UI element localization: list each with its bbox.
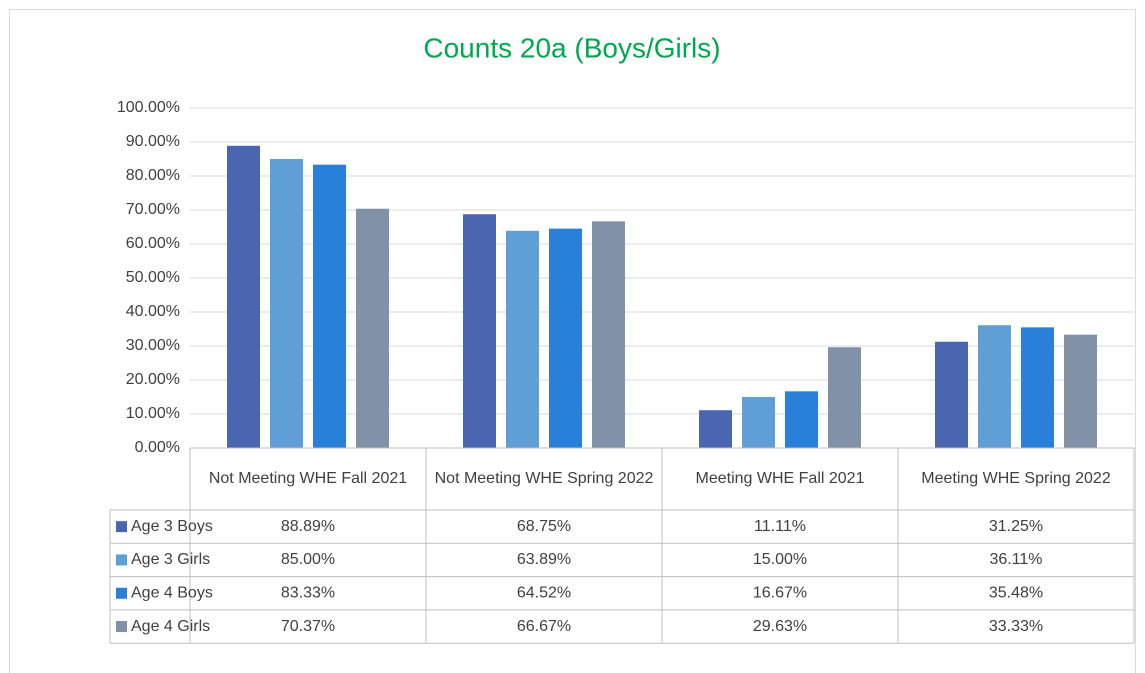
bar bbox=[549, 228, 582, 448]
y-tick-label: 10.00% bbox=[126, 405, 180, 422]
bar bbox=[592, 221, 625, 448]
bar bbox=[828, 347, 861, 448]
bar bbox=[978, 325, 1011, 448]
legend-swatch bbox=[116, 621, 127, 633]
legend-label: Age 3 Girls bbox=[131, 551, 210, 568]
bar bbox=[313, 164, 346, 449]
data-label: 66.67% bbox=[517, 618, 571, 635]
x-tick-label: Meeting WHE Spring 2022 bbox=[921, 470, 1111, 487]
data-label: 31.25% bbox=[989, 518, 1043, 535]
legend-label: Age 4 Boys bbox=[131, 584, 213, 601]
data-label: 85.00% bbox=[281, 551, 335, 568]
data-label: 11.11% bbox=[754, 518, 806, 535]
x-tick-label: Not Meeting WHE Fall 2021 bbox=[208, 470, 408, 487]
x-tick-label: Not Meeting WHE Spring 2022 bbox=[434, 470, 654, 487]
legend-swatch bbox=[116, 587, 127, 599]
data-label: 36.11% bbox=[989, 551, 1042, 568]
data-label: 29.63% bbox=[753, 618, 807, 635]
legend-label: Age 4 Girls bbox=[131, 618, 210, 635]
bar bbox=[1064, 334, 1097, 448]
y-tick-label: 30.00% bbox=[126, 337, 180, 354]
data-label: 68.75% bbox=[517, 518, 571, 535]
bar bbox=[227, 145, 260, 449]
y-tick-label: 0.00% bbox=[135, 439, 180, 456]
category-cell: Not Meeting WHE Fall 2021 bbox=[208, 470, 408, 487]
data-label: 35.48% bbox=[989, 584, 1043, 601]
legend-label: Age 3 Boys bbox=[131, 518, 213, 535]
y-tick-label: 60.00% bbox=[126, 235, 180, 252]
y-tick-label: 100.00% bbox=[117, 99, 180, 116]
data-label: 15.00% bbox=[753, 551, 807, 568]
bar bbox=[785, 391, 818, 448]
bar bbox=[463, 214, 496, 448]
data-label: 16.67% bbox=[753, 584, 807, 601]
bar bbox=[506, 230, 539, 448]
data-label: 33.33% bbox=[989, 618, 1043, 635]
data-label: 64.52% bbox=[517, 584, 571, 601]
category-cell: Meeting WHE Spring 2022 bbox=[921, 470, 1111, 487]
y-tick-label: 40.00% bbox=[126, 303, 180, 320]
bar bbox=[742, 397, 775, 448]
bar bbox=[699, 410, 732, 448]
category-cell: Not Meeting WHE Spring 2022 bbox=[434, 470, 654, 487]
category-cell: Meeting WHE Fall 2021 bbox=[695, 470, 865, 487]
y-tick-label: 20.00% bbox=[126, 371, 180, 388]
legend-swatch bbox=[116, 554, 127, 566]
data-label: 63.89% bbox=[517, 551, 571, 568]
data-label: 70.37% bbox=[281, 618, 335, 635]
legend-swatch bbox=[116, 521, 127, 533]
y-tick-label: 70.00% bbox=[126, 201, 180, 218]
bar bbox=[935, 341, 968, 448]
data-label: 83.33% bbox=[281, 584, 335, 601]
y-tick-label: 90.00% bbox=[126, 133, 180, 150]
bar bbox=[356, 208, 389, 448]
y-tick-label: 80.00% bbox=[126, 167, 180, 184]
bar bbox=[270, 159, 303, 448]
x-tick-label: Meeting WHE Fall 2021 bbox=[695, 470, 865, 487]
data-label: 88.89% bbox=[281, 518, 335, 535]
chart-title: Counts 20a (Boys/Girls) bbox=[423, 32, 720, 63]
chart-border bbox=[9, 9, 1136, 673]
y-tick-label: 50.00% bbox=[126, 269, 180, 286]
bar bbox=[1021, 327, 1054, 448]
